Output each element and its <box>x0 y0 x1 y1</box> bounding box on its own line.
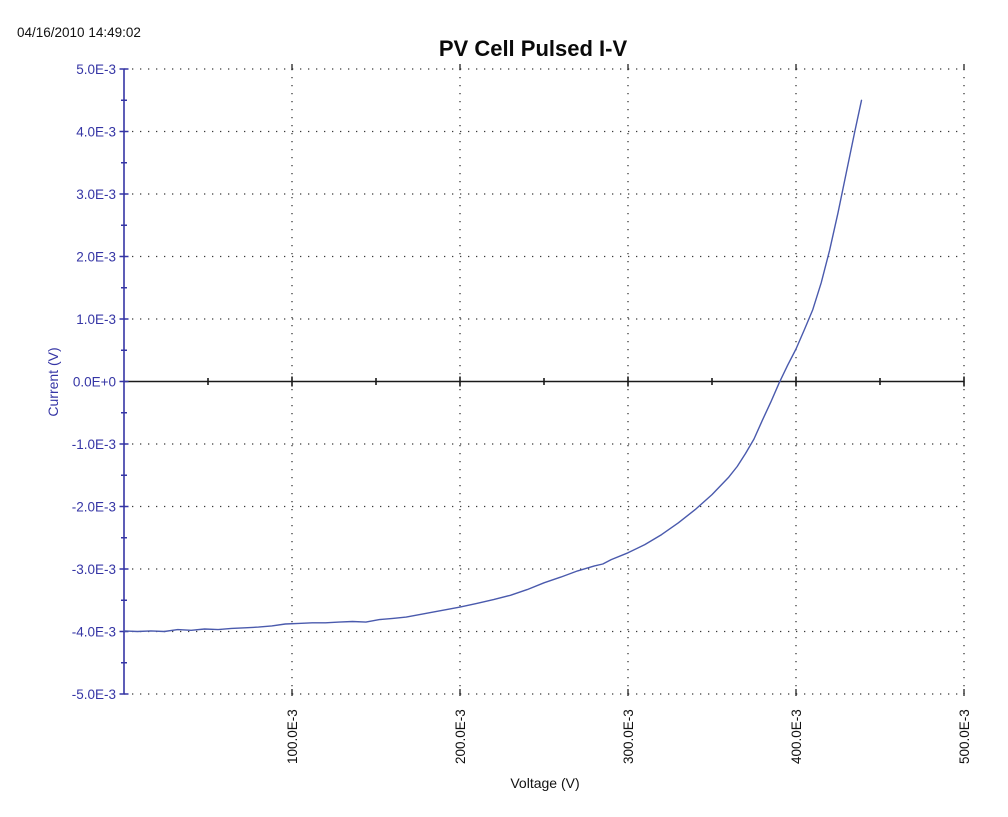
y-tick-label: 4.0E-3 <box>76 125 116 140</box>
x-tick-label: 100.0E-3 <box>285 709 300 764</box>
x-tick-label: 200.0E-3 <box>453 709 468 764</box>
pv-cell-iv-curve <box>123 99 863 633</box>
x-axis-title: Voltage (V) <box>510 775 579 791</box>
x-tick-label: 400.0E-3 <box>789 709 804 764</box>
y-tick-label: 1.0E-3 <box>76 312 116 327</box>
y-tick-label: 0.0E+0 <box>73 375 116 390</box>
y-tick-label: -1.0E-3 <box>72 437 116 452</box>
y-tick-label: -3.0E-3 <box>72 562 116 577</box>
y-tick-label: -2.0E-3 <box>72 500 116 515</box>
y-tick-label: 5.0E-3 <box>76 62 116 77</box>
x-tick-label: 500.0E-3 <box>957 709 972 764</box>
plot-area: 5.0E-3 4.0E-3 3.0E-3 2.0E-3 1.0E-3 0.0E+0 -1.0… <box>72 62 972 764</box>
x-tick-label: 300.0E-3 <box>621 709 636 764</box>
y-tick-label: 2.0E-3 <box>76 250 116 265</box>
y-tick-label: -4.0E-3 <box>72 625 116 640</box>
timestamp-label: 04/16/2010 14:49:02 <box>17 25 141 40</box>
y-tick-label: 3.0E-3 <box>76 187 116 202</box>
chart-title: PV Cell Pulsed I-V <box>439 36 628 61</box>
y-tick-label: -5.0E-3 <box>72 687 116 702</box>
y-axis-title: Current (V) <box>45 347 61 416</box>
